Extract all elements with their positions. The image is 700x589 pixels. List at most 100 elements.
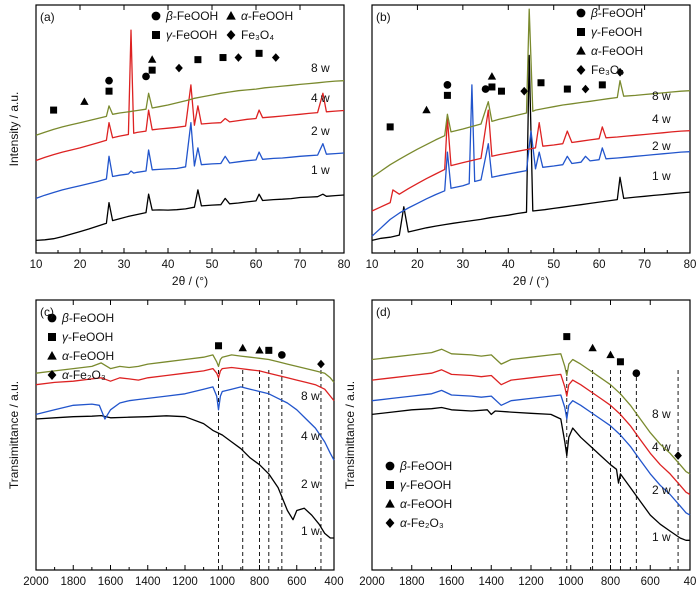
x-tick-label: 20 <box>411 259 424 271</box>
peak-marker-square <box>255 49 263 57</box>
peak-marker-triangle <box>238 343 247 352</box>
peak-marker-triangle <box>147 55 157 63</box>
x-tick-label: 30 <box>118 259 131 271</box>
legend-marker-diamond <box>385 518 395 528</box>
series-line-4w <box>35 366 335 402</box>
series-line-1w <box>35 414 334 539</box>
peak-marker-square <box>105 87 113 95</box>
series-line-2w <box>35 386 335 461</box>
x-tick-label: 1200 <box>518 576 544 588</box>
peak-marker-diamond <box>520 86 529 96</box>
legend-marker-square <box>386 481 394 489</box>
series-line-8w <box>371 8 691 178</box>
x-tick-label: 800 <box>601 576 620 588</box>
legend-entry: γ-FeOOH <box>591 25 642 39</box>
series-label: 2 w <box>652 483 671 497</box>
legend-marker-circle <box>47 313 57 323</box>
peak-marker-diamond <box>674 451 682 460</box>
legend-entry: β-FeOOH <box>165 9 218 23</box>
x-tick-label: 600 <box>641 576 660 588</box>
series-label: 1 w <box>652 530 671 544</box>
series-line-8w <box>35 80 345 136</box>
legend-marker-square <box>48 333 56 341</box>
x-tick-label: 50 <box>206 259 219 271</box>
series-label: 4 w <box>652 112 671 126</box>
legend-entry: α-Fe₂O₃ <box>400 516 444 530</box>
series-label: 8 w <box>301 389 320 403</box>
peak-marker-diamond <box>271 53 280 62</box>
y-axis-title: Intensity / a.u. <box>7 92 21 167</box>
peak-marker-circle <box>142 72 150 81</box>
x-tick-label: 80 <box>338 259 351 271</box>
peak-marker-circle <box>443 81 452 89</box>
series-line-4w <box>371 109 691 212</box>
y-axis-title: Transimittance / a.u. <box>343 381 357 489</box>
peak-marker-triangle <box>422 105 431 114</box>
x-tick-label: 70 <box>294 259 307 271</box>
peak-marker-circle <box>632 369 641 378</box>
peak-marker-square <box>563 85 571 93</box>
x-tick-label: 2000 <box>359 576 385 588</box>
series-line-2w <box>35 122 345 200</box>
chart-panel-0: 10 20 30 40 50 60 70 80 1 w 2 w 4 w 8 w β-FeOOH γ-FeO… <box>7 4 351 288</box>
peak-marker-square <box>50 106 58 114</box>
series-label: 4 w <box>311 91 330 105</box>
x-tick-label: 10 <box>30 259 43 271</box>
peak-marker-circle <box>278 351 286 359</box>
peak-marker-square <box>194 56 202 64</box>
peak-marker-diamond <box>317 359 325 369</box>
legend-entry: α-FeOOH <box>62 349 114 363</box>
series-line-4w <box>35 29 345 162</box>
y-axis-title: Transimittance / a.u. <box>7 381 21 489</box>
peak-marker-triangle <box>487 72 497 80</box>
peak-marker-diamond <box>234 53 243 62</box>
series-label: 1 w <box>652 169 671 183</box>
series-label: 1 w <box>301 524 320 538</box>
x-tick-label: 60 <box>250 259 263 271</box>
legend-marker-triangle <box>576 46 586 55</box>
peak-marker-triangle <box>588 343 597 352</box>
legend-marker-diamond <box>576 65 586 75</box>
series-line-1w <box>371 406 690 541</box>
series-line-1w <box>35 189 345 242</box>
peak-marker-square <box>265 346 273 354</box>
peak-marker-diamond <box>175 63 183 73</box>
legend-entry: α-FeOOH <box>400 497 452 511</box>
x-tick-label: 600 <box>287 576 306 588</box>
peak-marker-diamond <box>616 67 624 77</box>
peak-marker-triangle <box>606 350 615 359</box>
series-label: 2 w <box>652 139 671 153</box>
peak-marker-square <box>488 83 496 91</box>
legend-entry: Fe₃O₄ <box>591 63 624 77</box>
legend-marker-square <box>152 31 160 39</box>
x-tick-label: 40 <box>684 576 697 588</box>
x-tick-label: 40 <box>502 259 515 271</box>
legend-entry: Fe₃O₄ <box>241 28 274 42</box>
legend-marker-triangle <box>226 11 236 20</box>
legend-marker-triangle <box>47 351 57 360</box>
legend-marker-circle <box>385 461 395 471</box>
series-label: 8 w <box>652 407 671 421</box>
series-line-2w <box>371 84 691 237</box>
series-line-8w <box>35 354 335 383</box>
legend-marker-triangle <box>385 499 395 508</box>
peak-marker-square <box>616 358 624 366</box>
x-tick-label: 1200 <box>172 576 198 588</box>
legend-entry: β-FeOOH <box>61 311 114 325</box>
x-axis-title: 2θ / (°) <box>513 274 549 288</box>
peak-marker-square <box>215 342 223 350</box>
peak-marker-circle <box>481 85 490 93</box>
chart-panel-2: 2000 1800 1600 1400 1200 1000 800 600 400 1 w 2 w 4… <box>7 299 344 588</box>
x-tick-label: 1600 <box>439 576 465 588</box>
x-tick-label: 20 <box>74 259 87 271</box>
legend-marker-square <box>577 28 585 36</box>
chart-panel-1: 10 20 30 40 50 60 70 80 1 w 2 w 4 w 8 w β-FeOOH γ-FeO… <box>366 4 696 288</box>
x-tick-label: 10 <box>366 259 379 271</box>
peak-marker-square <box>443 91 451 99</box>
peak-marker-square <box>598 81 606 89</box>
peak-marker-circle <box>105 76 113 85</box>
legend-marker-circle <box>151 11 161 21</box>
peak-marker-square <box>497 87 505 95</box>
peak-marker-square <box>148 66 156 74</box>
